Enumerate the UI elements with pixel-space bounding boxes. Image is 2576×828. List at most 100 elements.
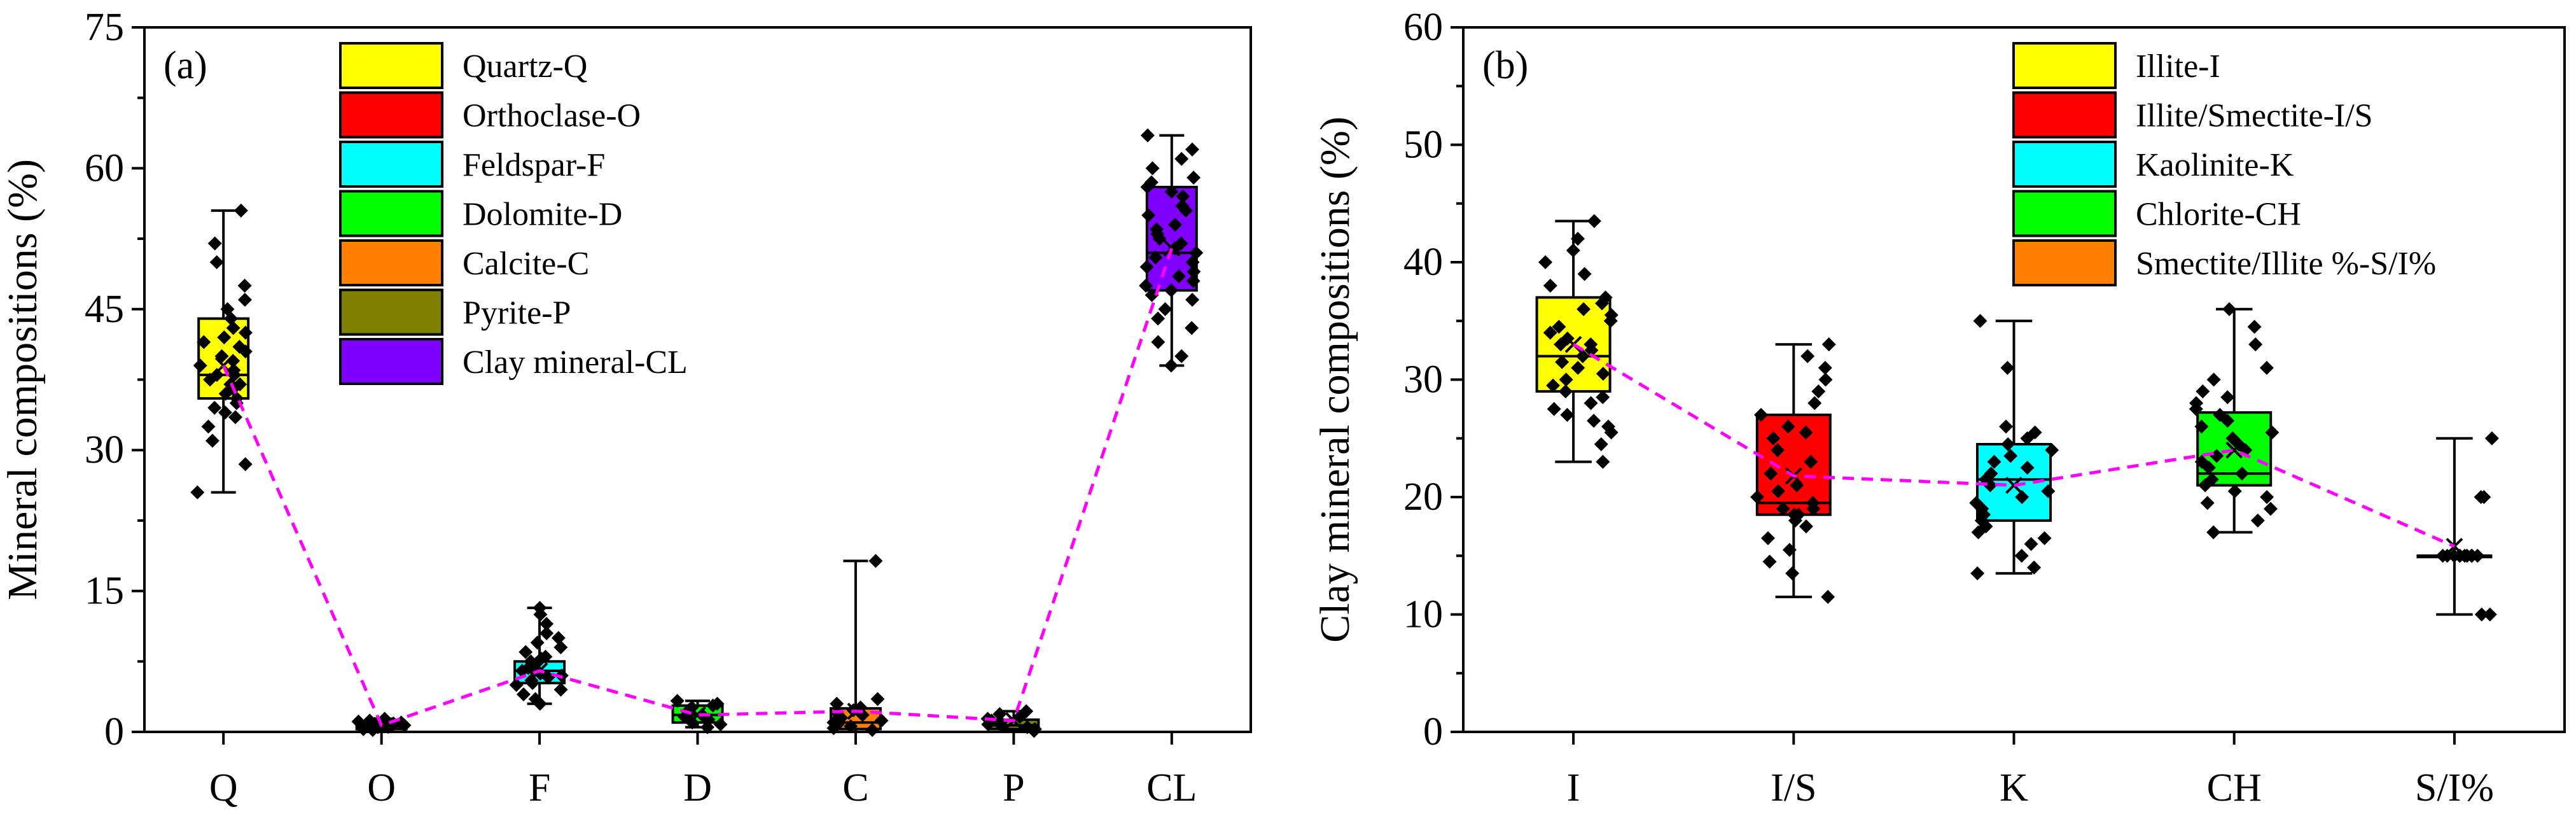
legend-swatch [339, 338, 443, 385]
data-point [1558, 384, 1573, 398]
data-point [1172, 269, 1187, 284]
data-point [553, 640, 568, 655]
data-point [1139, 260, 1154, 274]
data-point [868, 554, 883, 568]
data-point [2206, 372, 2221, 387]
data-point [524, 654, 538, 669]
data-point [237, 293, 252, 307]
legend: Quartz-Q Orthoclase-O Feldspar-F Dolomite-D… [339, 42, 688, 385]
y-tick-label: 10 [1403, 593, 1443, 636]
data-point [1800, 349, 1815, 363]
data-point [1584, 396, 1598, 410]
data-point [209, 255, 224, 269]
legend-label: Dolomite-D [463, 197, 622, 233]
data-point [1781, 419, 1795, 434]
data-point [1546, 378, 1561, 393]
data-point [1571, 361, 1585, 375]
data-point [218, 405, 232, 420]
data-point [1771, 443, 1785, 458]
data-point [1799, 425, 1813, 440]
data-point [1764, 467, 1778, 481]
data-point [1821, 337, 1836, 352]
y-tick-label: 60 [1403, 6, 1443, 49]
data-point [1189, 246, 1204, 260]
data-point [1164, 283, 1178, 298]
data-point [2196, 384, 2210, 398]
data-point [207, 400, 222, 415]
data-point [2001, 437, 2016, 451]
y-tick-label: 0 [1423, 710, 1443, 754]
data-point [1020, 720, 1034, 734]
data-point [2457, 549, 2472, 563]
legend-swatch [2012, 91, 2117, 139]
data-point [233, 377, 247, 391]
data-point [2259, 361, 2274, 375]
x-tick-label: CH [2207, 766, 2262, 810]
panel-label: (a) [164, 44, 207, 87]
data-point [2247, 319, 2262, 334]
data-point [238, 325, 253, 340]
x-tick-label: I [1567, 766, 1580, 810]
data-point [209, 368, 224, 382]
data-point [2248, 337, 2263, 352]
data-point [2250, 513, 2265, 528]
x-tick-label: CL [1146, 766, 1197, 810]
legend-label: Feldspar-F [463, 147, 605, 183]
data-point [1987, 454, 2002, 469]
data-point [232, 339, 247, 354]
data-point [1804, 454, 1818, 469]
y-tick-label: 30 [85, 428, 124, 472]
data-point [844, 719, 858, 734]
box-c [826, 554, 889, 738]
legend-label: Orthoclase-O [463, 98, 641, 134]
data-point [1140, 128, 1155, 143]
y-tick-label: 15 [85, 570, 124, 613]
y-tick-label: 30 [1403, 358, 1443, 402]
data-point [1187, 171, 1201, 185]
data-point [2484, 431, 2499, 446]
box-is [1750, 337, 1836, 604]
data-point [1543, 325, 1557, 340]
x-tick-label: F [529, 766, 550, 810]
data-point [220, 302, 235, 316]
panel-label: (b) [1482, 44, 1528, 87]
data-point [1176, 189, 1190, 204]
data-point [713, 717, 728, 732]
data-point [710, 696, 725, 711]
data-point [1144, 175, 1159, 190]
y-tick-label: 40 [1403, 241, 1443, 284]
data-point [1141, 208, 1156, 223]
legend-swatch [2012, 239, 2117, 286]
data-point [2194, 419, 2209, 434]
data-point [1164, 185, 1179, 199]
data-point [2225, 431, 2240, 446]
y-tick-label: 50 [1403, 123, 1443, 167]
legend-label: Smectite/Illite %-S/I% [2136, 246, 2436, 282]
data-point [1149, 222, 1164, 237]
box-f [509, 601, 569, 711]
data-point [1973, 314, 1988, 328]
data-point [553, 682, 568, 697]
data-point [2263, 502, 2278, 516]
legend-swatch [339, 190, 443, 237]
y-axis-title: Clay mineral compositions (%) [1312, 116, 1358, 643]
data-point [528, 692, 543, 706]
box-q [190, 203, 253, 500]
data-point [2003, 449, 2018, 463]
data-point [1584, 337, 1598, 352]
data-point [530, 635, 545, 650]
legend-swatch [339, 91, 443, 139]
data-point [1571, 232, 1585, 246]
data-point [2213, 407, 2227, 422]
data-point [1559, 372, 1573, 387]
data-point [217, 330, 232, 345]
data-point [351, 714, 366, 729]
box-k [1969, 314, 2059, 580]
data-point [190, 485, 205, 500]
x-tick-label: O [367, 766, 396, 810]
data-point [1174, 151, 1189, 166]
data-point [1158, 302, 1173, 316]
box-ch [2189, 302, 2280, 540]
data-point [2015, 490, 2029, 504]
